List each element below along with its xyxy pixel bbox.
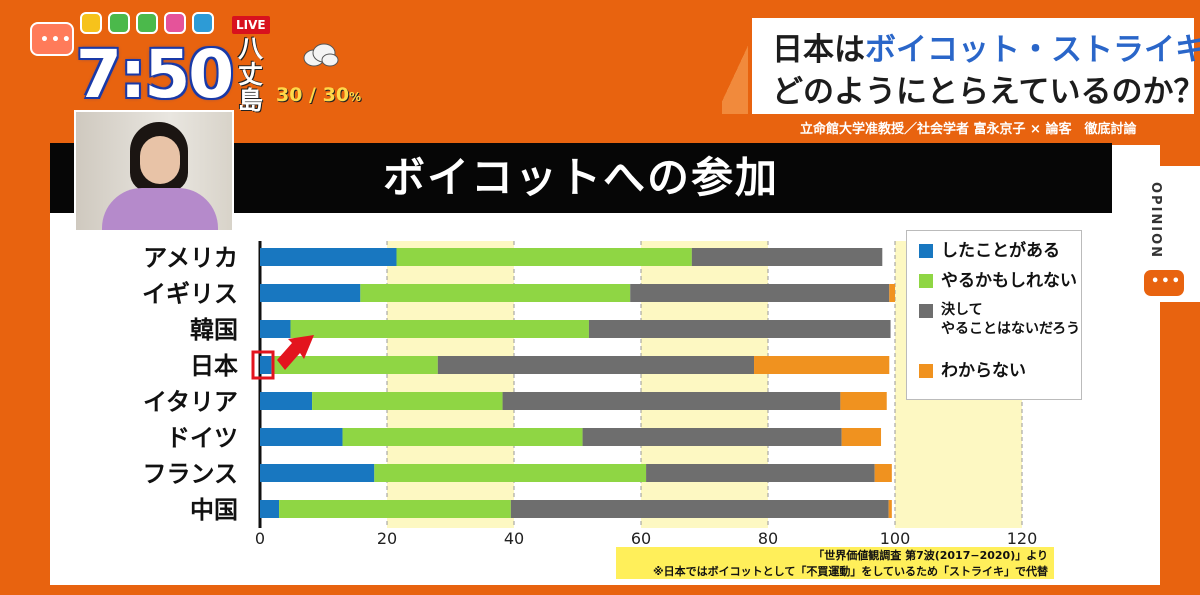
- bar-segment-done: [260, 392, 313, 410]
- source-text: 「世界価値観調査 第7波(2017−2020)」より: [813, 549, 1048, 562]
- bar-segment-never: [510, 500, 889, 518]
- bar-segment-done: [260, 284, 361, 302]
- search-icon: [108, 12, 130, 34]
- x-tick-label: 0: [255, 529, 265, 548]
- clock-time: 7:50: [76, 36, 234, 113]
- category-label: 中国: [190, 496, 238, 524]
- headline-line-2: どのようにとらえているのか？: [772, 74, 1200, 110]
- bar-segment-might: [342, 428, 583, 446]
- legend-item-unknown: わからない: [919, 361, 1026, 381]
- bar-segment-never: [502, 392, 841, 410]
- legend-swatch-done: [919, 244, 933, 258]
- x-tick-label: 100: [880, 529, 911, 548]
- bar-segment-never: [437, 356, 755, 374]
- bar-segment-never: [582, 428, 842, 446]
- opinion-tab[interactable]: OPINION •••: [1134, 166, 1200, 302]
- bar-segment-unknown: [840, 392, 887, 410]
- opinion-label: OPINION: [1148, 182, 1163, 260]
- legend-swatch-never: [919, 304, 933, 318]
- bar-segment-might: [360, 284, 631, 302]
- presenter-video: [74, 110, 234, 232]
- category-label: フランス: [142, 460, 238, 488]
- bar-segment-unknown: [841, 428, 882, 446]
- bar-segment-done: [260, 428, 343, 446]
- category-label: 韓国: [190, 316, 238, 344]
- category-label: イタリア: [143, 388, 238, 416]
- play-icon: [164, 12, 186, 34]
- annotation-arrow: [277, 335, 314, 370]
- legend-swatch-unknown: [919, 364, 933, 378]
- bar-segment-unknown: [888, 500, 892, 518]
- bar-segment-never: [630, 284, 890, 302]
- bar-segment-done: [260, 464, 375, 482]
- legend-item-might: やるかもしれない: [919, 271, 1077, 291]
- bar-segment-might: [279, 500, 511, 518]
- speaker-caption: 立命館大学准教授／社会学者 富永京子 × 論客 徹底討論: [800, 122, 1137, 137]
- category-label: イギリス: [142, 280, 238, 308]
- headline-box: 日本はボイコット・ストライキを どのようにとらえているのか？: [722, 18, 1200, 114]
- temperature-readout: 30 / 30%: [276, 84, 362, 106]
- bar-segment-unknown: [874, 464, 892, 482]
- category-label: 日本: [190, 352, 238, 380]
- source-box: [616, 547, 1054, 579]
- location-label: 八丈島: [238, 34, 264, 115]
- bar-segment-done: [260, 356, 272, 374]
- x-tick-label: 60: [631, 529, 651, 548]
- bar-segment-never: [588, 320, 891, 338]
- category-label: ドイツ: [166, 424, 238, 452]
- cloud-icon: [303, 43, 339, 67]
- headline-line-1: 日本はボイコット・ストライキを: [772, 32, 1200, 68]
- legend-swatch-might: [919, 274, 933, 288]
- chart-legend: したことがある やるかもしれない 決して やることはないだろう わからない: [906, 230, 1082, 400]
- bar-segment-unknown: [889, 284, 895, 302]
- bar-segment-unknown: [754, 356, 890, 374]
- x-tick-label: 80: [758, 529, 778, 548]
- legend-item-done: したことがある: [919, 241, 1060, 261]
- bar-segment-might: [312, 392, 503, 410]
- bookmark-icon: [80, 12, 102, 34]
- source-note: ※日本ではボイコットとして「不買運動」をしているため「ストライキ」で代替: [652, 565, 1048, 578]
- bar-segment-never: [691, 248, 883, 266]
- globe-icon: [136, 12, 158, 34]
- bar-segment-might: [374, 464, 647, 482]
- bar-segment-might: [290, 320, 589, 338]
- comment-bubble-icon: •••: [1144, 270, 1184, 296]
- bar-segment-never: [646, 464, 875, 482]
- category-label: アメリカ: [143, 244, 238, 272]
- weather-app-icon: [192, 12, 214, 34]
- x-tick-label: 40: [504, 529, 524, 548]
- comment-icon: •••: [30, 22, 74, 56]
- x-tick-label: 120: [1007, 529, 1038, 548]
- bar-segment-done: [260, 500, 280, 518]
- x-tick-label: 20: [377, 529, 397, 548]
- legend-item-never: 決して やることはないだろう: [919, 301, 1080, 339]
- bar-segment-might: [271, 356, 438, 374]
- bar-segment-might: [396, 248, 692, 266]
- bar-segment-done: [260, 320, 291, 338]
- annotation-box: [251, 350, 275, 380]
- bar-segment-done: [260, 248, 397, 266]
- live-badge: LIVE: [232, 16, 270, 34]
- app-icon-row: [80, 12, 214, 34]
- chart-title: ボイコットへの参加: [382, 153, 779, 202]
